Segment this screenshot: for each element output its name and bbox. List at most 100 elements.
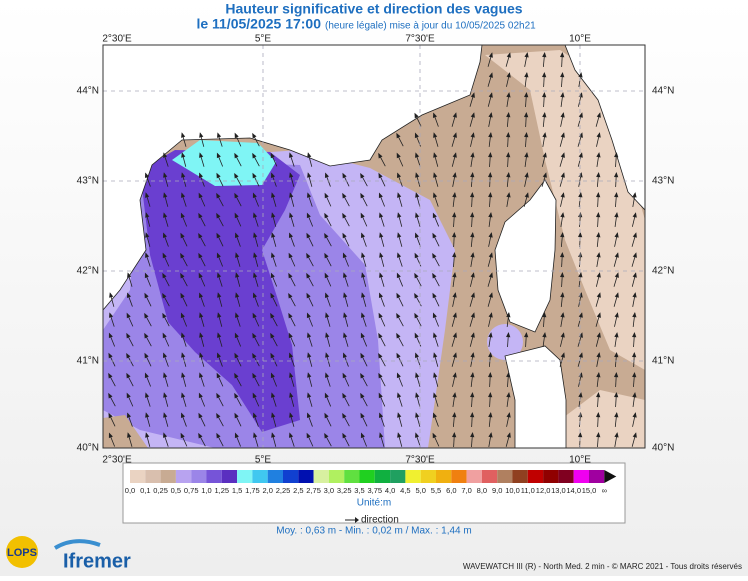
- wave-arrow-head: [289, 372, 294, 378]
- wave-arrow-head: [432, 272, 437, 279]
- wave-arrow-head: [288, 232, 294, 239]
- color-swatch: [436, 470, 452, 483]
- lon-label: 2°30'E: [102, 455, 132, 466]
- wave-arrow-head: [524, 172, 529, 178]
- wave-arrow-head: [595, 411, 601, 418]
- wave-arrow-head: [234, 232, 240, 239]
- wave-arrow-head: [324, 212, 329, 219]
- zone: [172, 140, 276, 186]
- wave-arrow-head: [577, 431, 583, 438]
- wave-arrow-head: [361, 292, 366, 298]
- wave-arrow-head: [524, 91, 529, 98]
- wave-arrow-head: [470, 431, 475, 438]
- wave-arrow-head: [216, 412, 221, 419]
- wave-arrow-head: [470, 252, 475, 258]
- color-label: 0,5: [171, 486, 181, 495]
- wave-arrow-head: [596, 132, 601, 138]
- wave-arrow-head: [452, 152, 457, 158]
- color-label: 1,75: [245, 486, 260, 495]
- wave-arrow-head: [433, 152, 438, 158]
- wave-arrow-head: [145, 432, 150, 438]
- wave-arrow-head: [452, 332, 457, 338]
- wave-arrow-head: [506, 371, 511, 378]
- wave-arrow-head: [414, 292, 419, 299]
- wave-arrow-head: [578, 192, 583, 198]
- color-label: 11,0: [521, 486, 535, 495]
- wave-arrow-head: [632, 212, 637, 218]
- wave-arrow-head: [560, 71, 565, 78]
- wave-arrow-head: [270, 372, 275, 379]
- wave-arrow-head: [163, 372, 168, 378]
- wave-arrow-head: [378, 392, 383, 399]
- wave-arrow-head: [578, 312, 583, 318]
- color-label: 3,0: [324, 486, 334, 495]
- wave-arrow-head: [325, 312, 330, 318]
- wave-arrow-head: [181, 152, 186, 158]
- wave-arrow-head: [162, 332, 167, 339]
- wave-arrow-head: [127, 272, 132, 278]
- wave-arrow-head: [488, 292, 493, 298]
- wave-arrow-head: [614, 352, 619, 358]
- wave-arrow-head: [288, 292, 293, 299]
- color-swatch: [374, 470, 391, 483]
- wave-arrow-head: [162, 252, 167, 259]
- wave-arrow-head: [379, 212, 384, 218]
- wave-arrow-head: [324, 232, 329, 239]
- wave-arrow-head: [396, 132, 401, 139]
- wave-arrow-head: [614, 272, 619, 278]
- wave-arrow-head: [235, 252, 240, 258]
- wave-arrow-head: [270, 152, 275, 159]
- wave-arrow-head: [361, 272, 366, 278]
- wave-arrow-head: [234, 412, 239, 419]
- wave-arrow-head: [378, 292, 384, 299]
- wave-arrow-head: [289, 432, 294, 438]
- lat-label: 41°N: [652, 356, 674, 367]
- wave-arrow-head: [163, 152, 168, 158]
- wave-arrow-head: [306, 232, 311, 239]
- wave-arrow-head: [181, 132, 186, 138]
- wave-arrow-head: [234, 192, 239, 199]
- wave-arrow-head: [414, 232, 420, 239]
- wave-arrow-head: [451, 231, 457, 238]
- wave-arrow-head: [632, 331, 637, 338]
- wave-arrow-head: [199, 312, 204, 318]
- wave-arrow-head: [542, 112, 547, 118]
- wave-arrow-head: [396, 152, 401, 159]
- wave-arrow-head: [198, 192, 203, 199]
- wave-arrow-head: [108, 372, 113, 379]
- color-swatch: [130, 470, 146, 483]
- wave-arrow-head: [614, 391, 619, 398]
- color-swatch: [481, 470, 498, 483]
- color-label: 5,5: [431, 486, 441, 495]
- wave-arrow-head: [632, 392, 637, 398]
- wave-arrow-head: [252, 312, 257, 319]
- wave-arrow-head: [452, 272, 457, 278]
- lat-label: 42°N: [652, 266, 674, 277]
- wave-arrow-head: [342, 432, 347, 439]
- wave-arrow-head: [144, 352, 149, 359]
- land: [494, 179, 557, 333]
- direction-arrow-head: [355, 517, 359, 523]
- wave-arrow-head: [307, 332, 312, 338]
- wave-arrow-head: [126, 352, 131, 359]
- wave-arrow-head: [162, 352, 168, 359]
- color-swatch: [221, 470, 238, 483]
- wave-arrow-head: [252, 392, 257, 399]
- wave-arrow-head: [433, 372, 438, 378]
- wave-arrow-head: [614, 252, 619, 258]
- lops-logo: [6, 536, 38, 568]
- wave-arrow-head: [488, 92, 493, 98]
- wave-arrow-head: [470, 112, 475, 118]
- wave-arrow-head: [181, 192, 186, 198]
- wave-arrow-head: [144, 272, 149, 279]
- wave-arrow-head: [542, 152, 547, 158]
- wave-arrow-head: [596, 332, 601, 338]
- zone: [485, 50, 645, 370]
- wave-arrow-head: [324, 412, 329, 419]
- wave-arrow-head: [343, 332, 348, 338]
- wave-arrow-head: [560, 152, 565, 158]
- wave-arrow-head: [360, 192, 365, 199]
- wave-arrow-head: [253, 212, 258, 218]
- wave-arrow-head: [144, 312, 149, 319]
- wave-arrow-head: [560, 292, 565, 298]
